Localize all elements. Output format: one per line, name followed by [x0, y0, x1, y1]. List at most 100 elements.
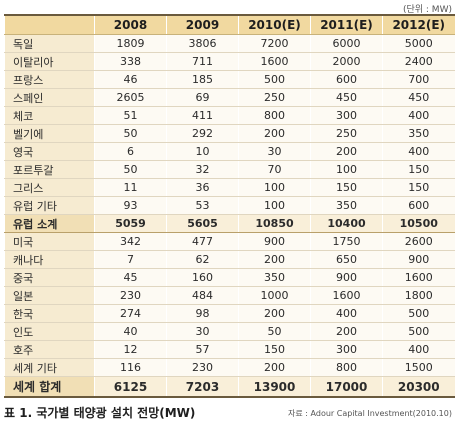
table-cell: 45	[94, 268, 167, 287]
table-row: 영국 6 10 30 200 400	[4, 142, 455, 161]
table-cell: 17000	[310, 376, 383, 398]
table-cell: 5000	[382, 34, 455, 53]
table-row: 미국 342 477 900 1750 2600	[4, 232, 455, 251]
table-cell: 30	[166, 322, 239, 341]
row-label: 체코	[4, 106, 95, 125]
table-cell: 200	[238, 124, 311, 143]
row-label: 독일	[4, 34, 95, 53]
table-cell: 650	[310, 250, 383, 269]
table-cell: 100	[310, 160, 383, 179]
table-cell: 7	[94, 250, 167, 269]
row-label: 한국	[4, 304, 95, 323]
row-label: 세계 합계	[4, 376, 95, 398]
table-cell: 40	[94, 322, 167, 341]
table-cell: 400	[310, 304, 383, 323]
table-row: 한국 274 98 200 400 500	[4, 304, 455, 323]
table-cell: 1500	[382, 358, 455, 377]
table-cell: 93	[94, 196, 167, 215]
solar-installation-table: 2008 2009 2010(E) 2011(E) 2012(E) 독일 1809…	[4, 14, 455, 398]
table-cell: 1600	[310, 286, 383, 305]
table-cell: 160	[166, 268, 239, 287]
table-cell: 600	[382, 196, 455, 215]
row-label: 그리스	[4, 178, 95, 197]
table-cell: 800	[238, 106, 311, 125]
table-cell: 411	[166, 106, 239, 125]
table-cell: 1000	[238, 286, 311, 305]
table-cell: 350	[310, 196, 383, 215]
table-cell: 800	[310, 358, 383, 377]
table-cell: 350	[382, 124, 455, 143]
table-cell: 338	[94, 52, 167, 71]
row-label: 포르투갈	[4, 160, 95, 179]
table-cell: 116	[94, 358, 167, 377]
row-label: 세계 기타	[4, 358, 95, 377]
table-cell: 450	[382, 88, 455, 107]
table-cell: 200	[310, 142, 383, 161]
table-cell: 1750	[310, 232, 383, 251]
table-cell: 12	[94, 340, 167, 359]
table-cell: 150	[310, 178, 383, 197]
table-cell: 32	[166, 160, 239, 179]
table-cell: 10400	[310, 214, 383, 233]
table-cell: 600	[310, 70, 383, 89]
column-header: 2012(E)	[382, 15, 455, 35]
table-cell: 250	[310, 124, 383, 143]
table-cell: 400	[382, 340, 455, 359]
table-cell: 50	[94, 124, 167, 143]
table-cell: 350	[238, 268, 311, 287]
table-row: 캐나다 7 62 200 650 900	[4, 250, 455, 269]
table-row: 호주 12 57 150 300 400	[4, 340, 455, 359]
table-row: 프랑스 46 185 500 600 700	[4, 70, 455, 89]
table-cell: 50	[94, 160, 167, 179]
table-row: 독일 1809 3806 7200 6000 5000	[4, 34, 455, 53]
column-header: 2011(E)	[310, 15, 383, 35]
row-label: 호주	[4, 340, 95, 359]
table-cell: 2400	[382, 52, 455, 71]
table-cell: 62	[166, 250, 239, 269]
table-cell: 2600	[382, 232, 455, 251]
row-label: 중국	[4, 268, 95, 287]
row-label: 미국	[4, 232, 95, 251]
column-header: 2009	[166, 15, 239, 35]
table-cell: 6	[94, 142, 167, 161]
table-cell: 292	[166, 124, 239, 143]
table-cell: 230	[166, 358, 239, 377]
table-cell: 98	[166, 304, 239, 323]
row-label: 영국	[4, 142, 95, 161]
table-cell: 900	[310, 268, 383, 287]
table-cell: 200	[238, 250, 311, 269]
table-cell: 1800	[382, 286, 455, 305]
table-cell: 300	[310, 340, 383, 359]
table-cell: 400	[382, 142, 455, 161]
table-row: 중국 45 160 350 900 1600	[4, 268, 455, 287]
table-cell: 200	[238, 358, 311, 377]
table-cell: 342	[94, 232, 167, 251]
table-row: 인도 40 30 50 200 500	[4, 322, 455, 341]
row-label: 유럽 소계	[4, 214, 95, 233]
table-cell: 150	[382, 160, 455, 179]
table-cell: 2000	[310, 52, 383, 71]
table-cell: 7203	[166, 376, 239, 398]
table-cell: 450	[310, 88, 383, 107]
table-row: 체코 51 411 800 300 400	[4, 106, 455, 125]
table-cell: 7200	[238, 34, 311, 53]
table-cell: 10850	[238, 214, 311, 233]
unit-note: (단위 : MW)	[402, 5, 452, 15]
table-cell: 2605	[94, 88, 167, 107]
table-cell: 53	[166, 196, 239, 215]
table-cell: 10500	[382, 214, 455, 233]
table-cell: 500	[382, 304, 455, 323]
table-cell: 3806	[166, 34, 239, 53]
row-label: 벨기에	[4, 124, 95, 143]
table-cell: 200	[238, 304, 311, 323]
table-cell: 484	[166, 286, 239, 305]
source-note: 자료 : Adour Capital Investment(2010.10)	[288, 409, 452, 418]
subtotal-row: 유럽 소계 5059 5605 10850 10400 10500	[4, 214, 455, 233]
table-caption: 표 1. 국가별 태양광 설치 전망(MW)	[4, 406, 196, 420]
table-cell: 477	[166, 232, 239, 251]
table-cell: 20300	[382, 376, 455, 398]
column-header: 2010(E)	[238, 15, 311, 35]
table-cell: 30	[238, 142, 311, 161]
row-label: 캐나다	[4, 250, 95, 269]
table-cell: 57	[166, 340, 239, 359]
